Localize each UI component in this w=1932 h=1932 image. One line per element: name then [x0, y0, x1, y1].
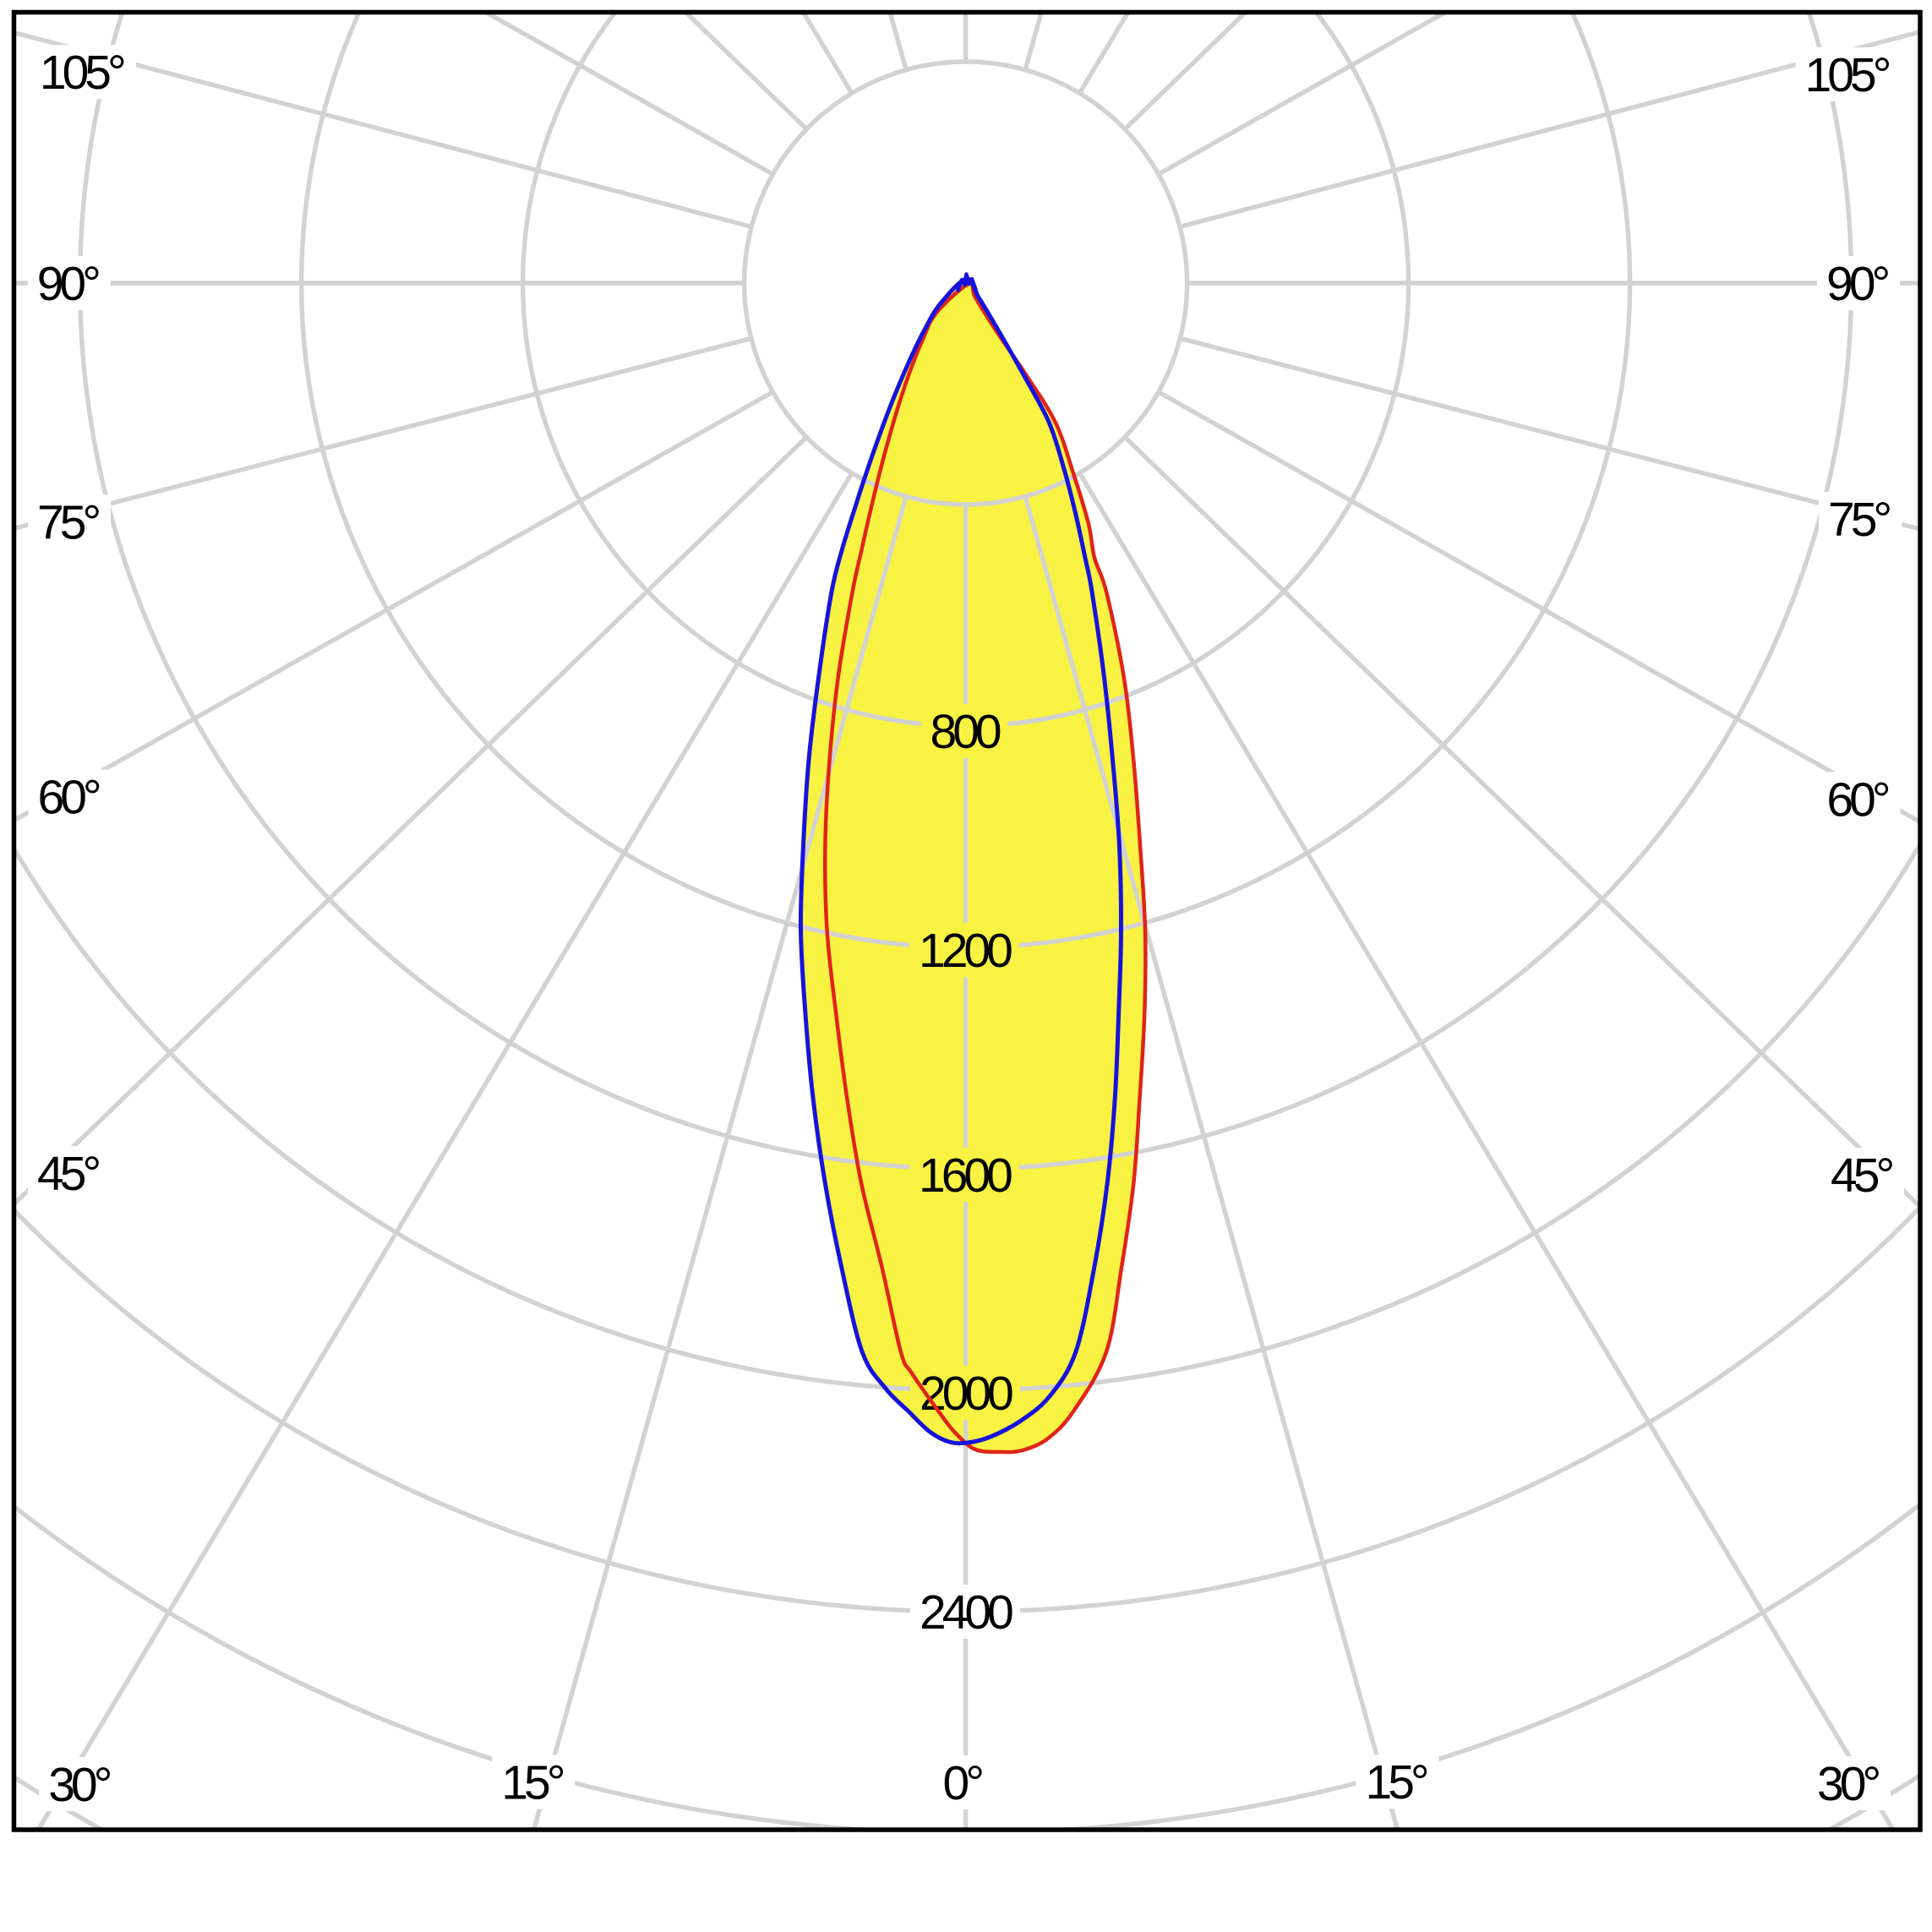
- svg-text:0°: 0°: [943, 1756, 983, 1810]
- svg-text:105°: 105°: [1805, 48, 1890, 102]
- svg-text:75°: 75°: [1828, 493, 1890, 547]
- svg-text:45°: 45°: [1831, 1149, 1892, 1203]
- svg-text:2400: 2400: [920, 1585, 1012, 1640]
- svg-text:105°: 105°: [40, 46, 124, 100]
- svg-text:90°: 90°: [1826, 257, 1888, 311]
- svg-text:75°: 75°: [37, 495, 99, 549]
- svg-text:1200: 1200: [919, 924, 1012, 978]
- svg-text:60°: 60°: [38, 771, 100, 825]
- svg-text:15°: 15°: [501, 1755, 563, 1809]
- svg-text:800: 800: [931, 705, 1001, 759]
- svg-text:45°: 45°: [37, 1147, 99, 1201]
- svg-text:15°: 15°: [1366, 1755, 1427, 1809]
- svg-text:90°: 90°: [37, 257, 99, 311]
- svg-text:1600: 1600: [919, 1149, 1012, 1203]
- svg-text:30°: 30°: [1817, 1757, 1879, 1811]
- svg-text:30°: 30°: [48, 1758, 110, 1812]
- svg-text:60°: 60°: [1826, 772, 1888, 827]
- svg-text:2000: 2000: [920, 1367, 1012, 1421]
